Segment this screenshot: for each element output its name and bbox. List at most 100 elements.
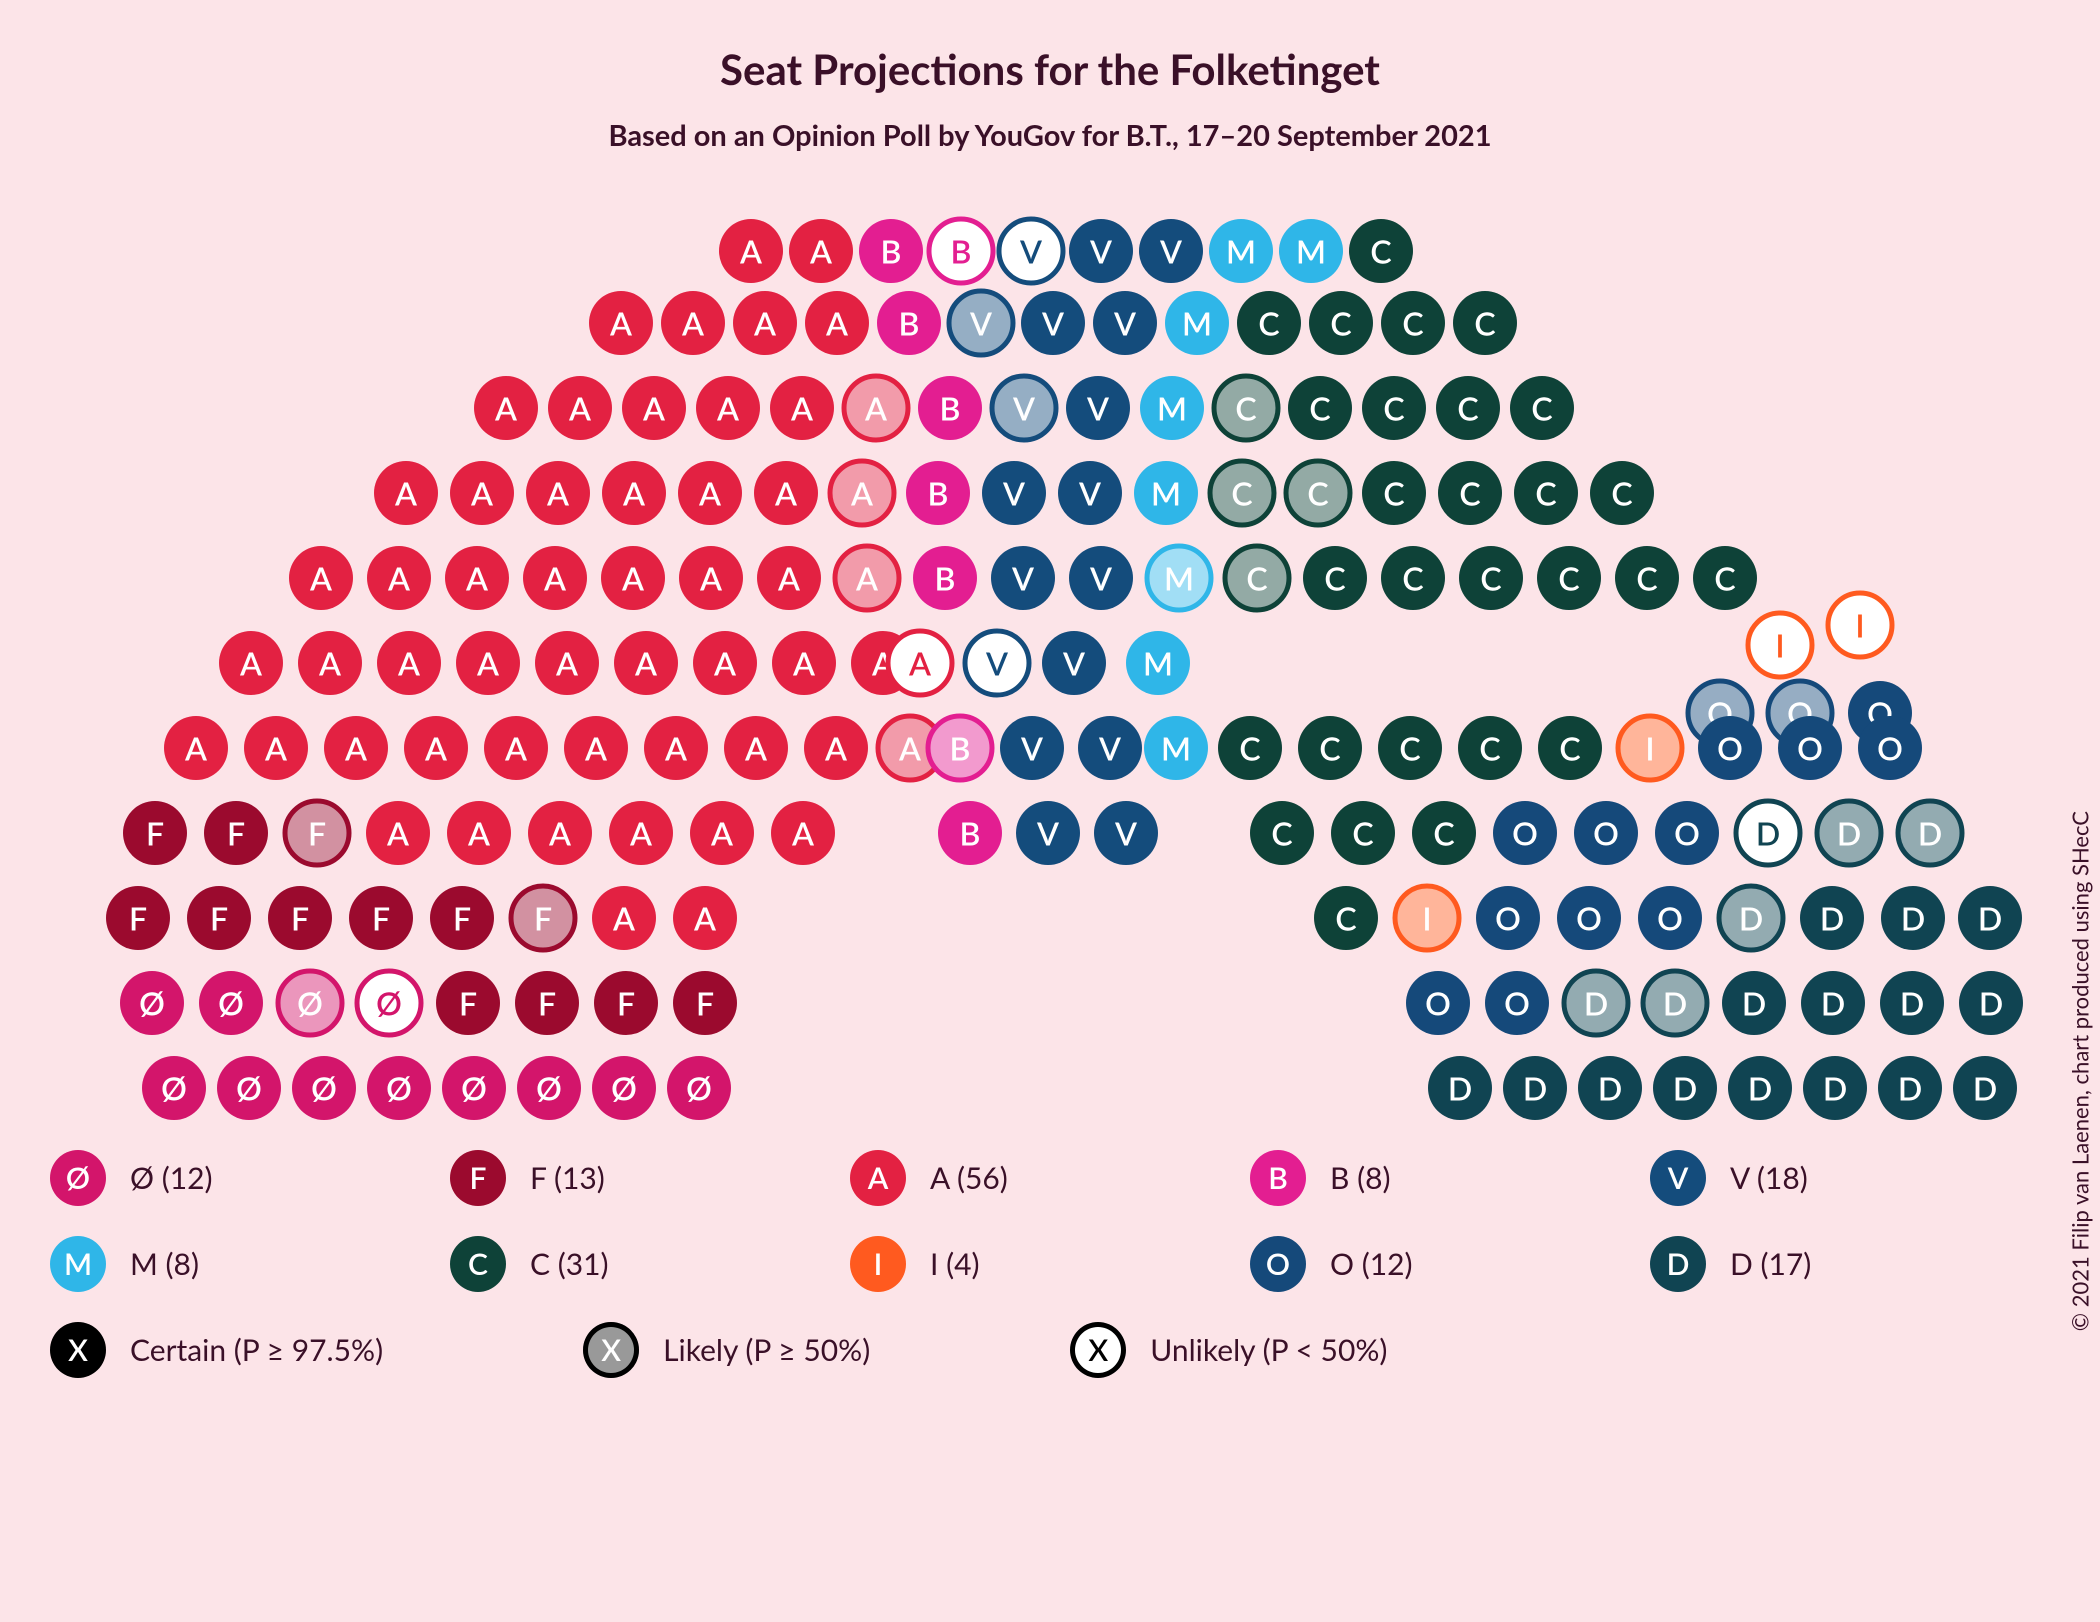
svg-text:A: A bbox=[634, 644, 658, 683]
svg-text:M: M bbox=[1151, 474, 1181, 513]
seat: O bbox=[1476, 886, 1540, 950]
seat: Ø bbox=[517, 1056, 581, 1120]
legend-swatch: D bbox=[1650, 1236, 1706, 1292]
seat: C bbox=[1453, 291, 1517, 355]
seat: D bbox=[1643, 971, 1707, 1035]
svg-text:O: O bbox=[1593, 814, 1619, 853]
svg-text:A: A bbox=[609, 304, 633, 343]
seat: A bbox=[298, 631, 362, 695]
seat: Ø bbox=[367, 1056, 431, 1120]
seat: A bbox=[771, 801, 835, 865]
seat: A bbox=[724, 716, 788, 780]
seat: A bbox=[219, 631, 283, 695]
seat: V bbox=[1094, 801, 1158, 865]
svg-text:C: C bbox=[1457, 389, 1478, 428]
seat: F bbox=[515, 971, 579, 1035]
seat: V bbox=[1058, 461, 1122, 525]
seat: A bbox=[366, 801, 430, 865]
svg-text:A: A bbox=[693, 899, 717, 938]
seat: A bbox=[772, 631, 836, 695]
svg-text:B: B bbox=[899, 304, 920, 343]
svg-text:C: C bbox=[1319, 729, 1340, 768]
prob-legend-unlikely: XUnlikely (P < 50%) bbox=[1070, 1322, 1387, 1378]
svg-text:C: C bbox=[1402, 304, 1423, 343]
seat: C bbox=[1615, 546, 1679, 610]
svg-text:C: C bbox=[1352, 814, 1373, 853]
seat: C bbox=[1693, 546, 1757, 610]
svg-text:C: C bbox=[1479, 729, 1500, 768]
svg-text:M: M bbox=[1161, 729, 1191, 768]
svg-text:Ø: Ø bbox=[461, 1069, 487, 1108]
seat: Ø bbox=[278, 971, 342, 1035]
svg-text:V: V bbox=[1089, 559, 1113, 598]
svg-text:Ø: Ø bbox=[536, 1069, 562, 1108]
legend-item-V: VV (18) bbox=[1650, 1150, 2050, 1206]
svg-text:V: V bbox=[1019, 232, 1043, 271]
svg-text:O: O bbox=[1576, 899, 1602, 938]
seat: D bbox=[1722, 971, 1786, 1035]
svg-text:V: V bbox=[1113, 304, 1137, 343]
seat: B bbox=[913, 546, 977, 610]
seat: B bbox=[938, 801, 1002, 865]
seat: B bbox=[906, 461, 970, 525]
seat: A bbox=[696, 376, 760, 440]
svg-text:V: V bbox=[1036, 814, 1060, 853]
seat: V bbox=[1016, 801, 1080, 865]
seat: V bbox=[982, 461, 1046, 525]
seat: M bbox=[1140, 376, 1204, 440]
legend-item-D: DD (17) bbox=[1650, 1236, 2050, 1292]
legend-label: F (13) bbox=[530, 1160, 605, 1196]
seat: C bbox=[1362, 376, 1426, 440]
seat: A bbox=[528, 801, 592, 865]
svg-text:D: D bbox=[1598, 1069, 1622, 1108]
seat: F bbox=[285, 801, 349, 865]
seat: Ø bbox=[120, 971, 184, 1035]
seat: A bbox=[404, 716, 468, 780]
svg-text:A: A bbox=[898, 729, 922, 768]
seat: D bbox=[1578, 1056, 1642, 1120]
seat: C bbox=[1237, 291, 1301, 355]
seat: Ø bbox=[667, 1056, 731, 1120]
svg-text:C: C bbox=[1636, 559, 1657, 598]
svg-text:V: V bbox=[1086, 389, 1110, 428]
seat: C bbox=[1378, 716, 1442, 780]
prob-label: Certain (P ≥ 97.5%) bbox=[130, 1332, 383, 1368]
seat: C bbox=[1459, 546, 1523, 610]
seat: O bbox=[1493, 801, 1557, 865]
seat: A bbox=[614, 631, 678, 695]
svg-text:C: C bbox=[1271, 814, 1292, 853]
svg-text:B: B bbox=[928, 474, 949, 513]
svg-text:D: D bbox=[1739, 899, 1763, 938]
seat: C bbox=[1250, 801, 1314, 865]
seat: A bbox=[805, 291, 869, 355]
seat: A bbox=[789, 219, 853, 283]
seat: C bbox=[1314, 886, 1378, 950]
seat: C bbox=[1214, 376, 1278, 440]
seat: V bbox=[991, 546, 1055, 610]
chart-title: Seat Projections for the Folketinget bbox=[0, 44, 2100, 94]
seat: O bbox=[1638, 886, 1702, 950]
legend-label: C (31) bbox=[530, 1246, 609, 1282]
svg-text:D: D bbox=[1918, 814, 1942, 853]
seat: V bbox=[999, 219, 1063, 283]
seat: M bbox=[1279, 219, 1343, 283]
svg-text:D: D bbox=[1673, 1069, 1697, 1108]
svg-text:O: O bbox=[1504, 984, 1530, 1023]
seat: A bbox=[690, 801, 754, 865]
svg-text:A: A bbox=[744, 729, 768, 768]
legend-swatch: B bbox=[1250, 1150, 1306, 1206]
seat: A bbox=[733, 291, 797, 355]
seat: A bbox=[367, 546, 431, 610]
svg-text:A: A bbox=[825, 304, 849, 343]
seat: D bbox=[1958, 886, 2022, 950]
svg-text:A: A bbox=[777, 559, 801, 598]
seat: Ø bbox=[592, 1056, 656, 1120]
seat: Ø bbox=[142, 1056, 206, 1120]
legend-swatch: Ø bbox=[50, 1150, 106, 1206]
legend-swatch: V bbox=[1650, 1150, 1706, 1206]
seat: F bbox=[430, 886, 494, 950]
seat: F bbox=[106, 886, 170, 950]
seat: Ø bbox=[217, 1056, 281, 1120]
svg-text:C: C bbox=[1307, 474, 1328, 513]
svg-text:C: C bbox=[1246, 559, 1267, 598]
